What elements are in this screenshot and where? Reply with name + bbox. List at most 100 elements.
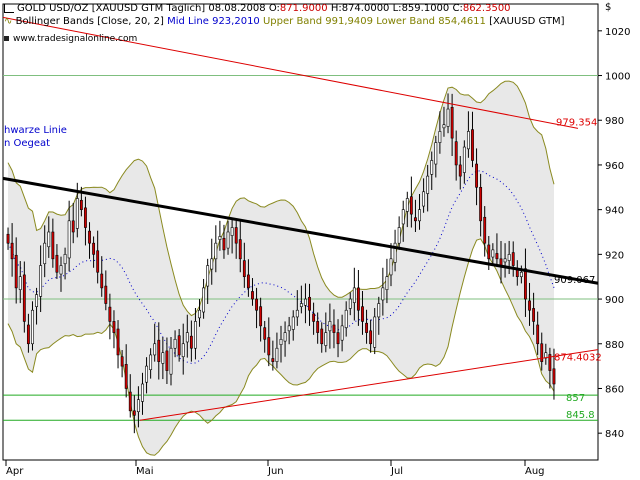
bands-icon: ∿ bbox=[4, 16, 13, 27]
candle bbox=[47, 216, 51, 258]
candle-body bbox=[532, 308, 536, 322]
candle-body bbox=[332, 324, 336, 333]
candle bbox=[31, 301, 34, 351]
candle bbox=[401, 200, 405, 242]
candle bbox=[218, 220, 222, 251]
candle-body bbox=[401, 209, 405, 225]
header-line-2: ∿ Bollinger Bands [Close, 20, 2] Mid Lin… bbox=[4, 15, 565, 28]
candle-body bbox=[328, 321, 332, 332]
candle-body bbox=[63, 254, 67, 265]
candle-body bbox=[230, 227, 234, 236]
candle-body bbox=[255, 298, 258, 311]
candle-body bbox=[487, 244, 491, 260]
candle bbox=[503, 243, 507, 278]
candle bbox=[312, 302, 316, 335]
candle-body bbox=[340, 325, 344, 341]
candle bbox=[287, 316, 291, 345]
currency-symbol: $ bbox=[605, 2, 612, 13]
candle bbox=[55, 244, 59, 279]
candle bbox=[267, 317, 271, 367]
mid-line-value: Mid Line 923,2010 bbox=[167, 16, 260, 27]
candle-body bbox=[226, 231, 230, 249]
candle bbox=[275, 332, 279, 369]
candle bbox=[471, 111, 474, 168]
y-tick-label: 940 bbox=[605, 206, 624, 217]
candle-body bbox=[483, 216, 487, 244]
high-label: H: bbox=[330, 3, 342, 14]
candle bbox=[430, 151, 434, 190]
candle bbox=[340, 314, 344, 352]
y-tick-label: 980 bbox=[605, 116, 624, 127]
candle-body bbox=[552, 368, 556, 385]
candle-body bbox=[128, 391, 132, 412]
y-axis: 840 860 880 900 920 940 960 980 1000 1020 bbox=[598, 27, 630, 440]
candle bbox=[194, 308, 197, 360]
candle-body bbox=[218, 236, 222, 240]
candle-body bbox=[10, 242, 14, 260]
candle bbox=[136, 386, 140, 428]
candle bbox=[234, 220, 238, 259]
candle bbox=[405, 191, 409, 228]
candle-body bbox=[438, 131, 442, 143]
candle-body bbox=[104, 285, 108, 304]
candle bbox=[238, 219, 242, 273]
candle-body bbox=[206, 265, 210, 287]
candle-body bbox=[393, 242, 397, 263]
candle-body bbox=[271, 358, 275, 362]
candle-body bbox=[185, 332, 189, 343]
candle bbox=[483, 206, 487, 257]
candle bbox=[6, 227, 10, 250]
candle bbox=[222, 224, 226, 259]
candle bbox=[112, 310, 116, 349]
candle bbox=[385, 258, 389, 304]
candle-body bbox=[51, 231, 55, 260]
candle-body bbox=[377, 303, 381, 318]
candle bbox=[185, 314, 189, 358]
candle-body bbox=[279, 338, 283, 345]
candle-body bbox=[540, 343, 544, 362]
candle bbox=[226, 220, 230, 255]
bar-date: 08.08.2008 bbox=[208, 3, 266, 14]
candle bbox=[214, 225, 218, 273]
low-label: L: bbox=[392, 3, 402, 14]
candle bbox=[230, 218, 234, 254]
close-value: 862.3500 bbox=[462, 3, 511, 14]
x-tick-label: Jun bbox=[267, 466, 284, 477]
y-tick-label: 840 bbox=[605, 429, 624, 440]
candle-body bbox=[67, 220, 71, 259]
candle bbox=[365, 309, 368, 344]
candle-body bbox=[503, 258, 507, 263]
candle-body bbox=[275, 347, 279, 362]
candle-body bbox=[84, 207, 87, 228]
candle bbox=[35, 287, 38, 325]
candle-body bbox=[108, 306, 112, 322]
candle bbox=[320, 322, 324, 353]
candle bbox=[67, 200, 71, 272]
candle bbox=[149, 348, 153, 379]
x-tick-label: Aug bbox=[525, 466, 545, 477]
candle-body bbox=[548, 354, 552, 371]
candle bbox=[475, 148, 478, 206]
annotation-line-1: hwarze Linie bbox=[4, 125, 67, 136]
candle bbox=[511, 241, 515, 277]
candle-body bbox=[75, 198, 79, 229]
candle bbox=[210, 238, 214, 285]
x-axis: Apr Mai Jun Jul Aug bbox=[5, 460, 545, 477]
candle bbox=[377, 296, 381, 335]
candle bbox=[458, 156, 462, 190]
candle-body bbox=[242, 260, 246, 278]
candle bbox=[242, 242, 246, 288]
candle-body bbox=[181, 343, 185, 358]
candle-body bbox=[291, 316, 295, 330]
candle bbox=[552, 348, 556, 400]
candle bbox=[532, 292, 536, 335]
candle-body bbox=[35, 294, 38, 307]
candle bbox=[540, 332, 544, 371]
candle bbox=[308, 283, 311, 326]
candle-body bbox=[149, 354, 153, 370]
candle bbox=[26, 313, 30, 353]
candle bbox=[434, 135, 438, 178]
candle-body bbox=[161, 352, 165, 364]
candle-body bbox=[536, 324, 540, 345]
candle-body bbox=[132, 410, 136, 416]
